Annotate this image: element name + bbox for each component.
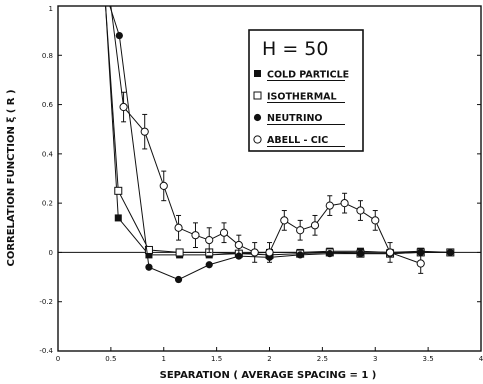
data-point-abell-cic (310, 221, 320, 230)
x-axis-label: SEPARATION ( AVERAGE SPACING = 1 ) (160, 370, 377, 381)
data-point-neutrino (235, 252, 243, 260)
legend-label-isothermal: ISOTHERMAL (267, 92, 337, 103)
y-tick-label: 1 (49, 5, 53, 13)
y-tick-label: 0 (49, 249, 53, 257)
data-point-abell-cic (340, 199, 349, 208)
legend-label-abell-cic: ABELL - CIC (267, 135, 328, 146)
legend-title: H = 50 (262, 38, 328, 60)
data-point-neutrino (296, 251, 304, 259)
data-point-isothermal (114, 186, 123, 195)
legend: H = 50 COLD PARTICLE ISOTHERMAL NEUTRINO… (248, 29, 364, 152)
y-tick-label: 0.8 (42, 52, 53, 60)
y-tick-label: 0.6 (42, 101, 54, 109)
legend-box (248, 29, 364, 152)
series-abell-cic (110, 5, 425, 274)
y-tick-label: -0.4 (39, 347, 53, 355)
y-tick-label: 0.2 (42, 200, 53, 208)
x-tick-label: 1.5 (211, 355, 222, 363)
y-axis-label: CORRELATION FUNCTION ξ ( R ) (6, 89, 17, 266)
y-axis-ticks: -0.4 -0.2 0 0.2 0.4 0.6 0.8 1 (39, 5, 481, 355)
x-tick-label: 2 (267, 355, 271, 363)
data-point-neutrino (115, 31, 123, 40)
x-tick-label: 4 (479, 355, 483, 363)
data-point-abell-cic (159, 181, 168, 190)
data-point-abell-cic (219, 228, 229, 237)
x-tick-label: 0 (56, 355, 60, 363)
data-point-abell-cic (174, 223, 183, 232)
data-point-abell-cic (416, 259, 425, 268)
legend-marker-neutrino (253, 113, 262, 122)
x-tick-label: 1 (162, 355, 166, 363)
x-tick-label: 2.5 (317, 355, 328, 363)
series-layer (105, 5, 455, 284)
data-point-neutrino (174, 275, 183, 284)
data-point-abell-cic (280, 216, 289, 225)
data-point-neutrino (205, 261, 213, 269)
data-point-abell-cic (234, 240, 243, 250)
data-point-neutrino (417, 248, 425, 257)
legend-marker-cold-particle (254, 70, 261, 77)
data-point-abell-cic (325, 201, 334, 210)
y-tick-label: -0.2 (39, 298, 53, 306)
data-point-cold-particle (114, 214, 122, 222)
data-point-abell-cic (250, 248, 259, 257)
data-point-abell-cic (296, 226, 305, 235)
data-point-cold-particle (145, 251, 153, 259)
y-tick-label: 0.4 (42, 150, 54, 158)
data-point-abell-cic (140, 127, 149, 136)
legend-marker-abell-cic (253, 135, 262, 144)
data-point-neutrino (145, 263, 153, 271)
data-point-neutrino (446, 248, 454, 257)
data-point-abell-cic (119, 102, 128, 112)
data-point-neutrino (326, 250, 334, 258)
x-tick-label: 0.5 (105, 355, 116, 363)
data-point-isothermal (175, 248, 184, 257)
x-tick-label: 3 (373, 355, 377, 363)
data-point-abell-cic (265, 248, 274, 257)
data-point-abell-cic (205, 236, 214, 245)
legend-label-neutrino: NEUTRINO (267, 113, 323, 124)
legend-marker-isothermal (253, 91, 262, 100)
legend-label-cold-particle: COLD PARTICLE (267, 70, 349, 81)
x-tick-label: 3.5 (423, 355, 434, 363)
data-point-neutrino (356, 250, 365, 258)
data-point-abell-cic (191, 231, 200, 240)
data-point-abell-cic (371, 216, 380, 225)
x-axis-ticks: 0 0.5 1 1.5 2 2.5 3 3.5 4 (56, 347, 483, 363)
data-point-abell-cic (356, 206, 365, 215)
data-point-abell-cic (385, 248, 395, 257)
data-point-isothermal (144, 245, 153, 254)
